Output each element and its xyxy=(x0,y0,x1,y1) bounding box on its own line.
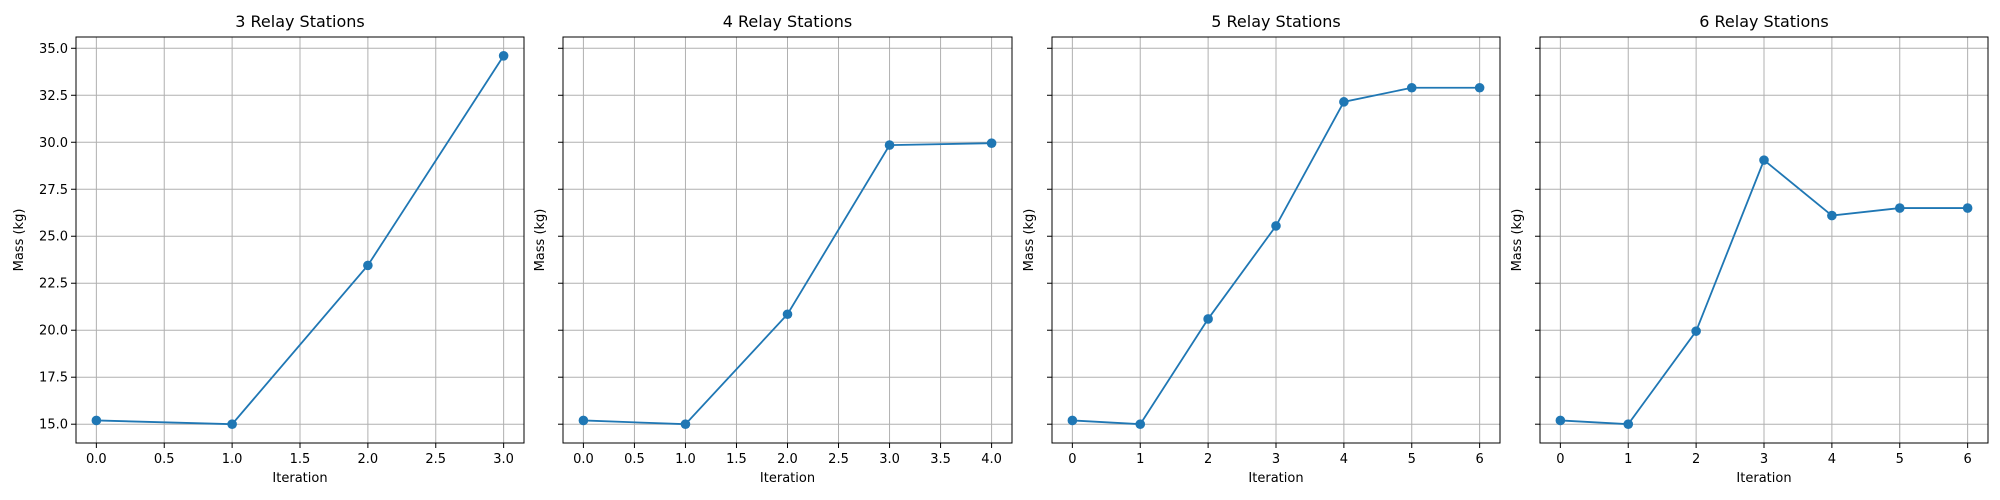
axes-frame xyxy=(75,36,525,444)
y-tick-label: 27.5 xyxy=(39,183,68,198)
x-tick-label: 1.0 xyxy=(222,452,243,467)
y-tick-label: 35.0 xyxy=(39,42,68,57)
chart-panel-1: 0.0 0.5 1.0 1.5 2.0 2.5 3.0 15.0 17.5 20.0 22.5 25.… xyxy=(12,12,525,486)
x-tick-label: 2.5 xyxy=(425,452,446,467)
x-tick-label: 2 xyxy=(1692,452,1700,467)
x-tick-label: 5 xyxy=(1896,452,1904,467)
data-point xyxy=(1691,326,1701,336)
data-point xyxy=(1759,155,1769,165)
chart-title: 6 Relay Stations xyxy=(1699,12,1829,31)
y-tick-label: 17.5 xyxy=(39,371,68,386)
data-point xyxy=(1067,415,1078,426)
chart-panel-3: 0 1 2 3 4 5 6 5 Relay Stations Iteration Mass (kg… xyxy=(1022,12,1501,486)
data-point xyxy=(986,138,997,148)
y-tick-label: 22.5 xyxy=(39,277,68,292)
data-point xyxy=(1339,97,1349,107)
chart-title: 3 Relay Stations xyxy=(235,12,365,31)
axes-frame xyxy=(1539,36,1989,444)
data-point xyxy=(1962,203,1973,213)
x-axis-label: Iteration xyxy=(760,471,815,486)
x-tick-label: 0.0 xyxy=(86,452,107,467)
x-tick-label: 5 xyxy=(1408,452,1416,467)
data-point xyxy=(578,415,589,426)
x-tick-label: 0.0 xyxy=(573,452,594,467)
data-point xyxy=(1555,415,1566,426)
x-tick-label: 4.0 xyxy=(981,452,1002,467)
chart-title: 4 Relay Stations xyxy=(723,12,853,31)
x-tick-label: 1.5 xyxy=(726,452,747,467)
x-tick-label: 1 xyxy=(1136,452,1144,467)
x-tick-label: 3.0 xyxy=(493,452,514,467)
x-tick-label: 3.0 xyxy=(879,452,900,467)
y-axis-label: Mass (kg) xyxy=(1022,209,1037,272)
x-tick-label: 0 xyxy=(1556,452,1564,467)
chart-panel-2: 0.0 0.5 1.0 1.5 2.0 2.5 3.0 3.5 4.0 4 Relay Stati… xyxy=(533,12,1013,486)
data-point xyxy=(1894,203,1905,213)
x-tick-label: 0 xyxy=(1068,452,1076,467)
data-point xyxy=(782,309,793,320)
data-point xyxy=(1827,210,1837,221)
axes-frame xyxy=(562,36,1013,444)
y-axis-label: Mass (kg) xyxy=(1510,209,1525,272)
x-tick-label: 2.5 xyxy=(828,452,849,467)
chart-title: 5 Relay Stations xyxy=(1211,12,1341,31)
data-point xyxy=(91,415,102,426)
data-point xyxy=(1135,419,1146,430)
x-tick-label: 1.5 xyxy=(290,452,311,467)
y-tick-label: 32.5 xyxy=(39,89,68,104)
y-tick-label: 20.0 xyxy=(39,324,68,339)
x-tick-label: 3.5 xyxy=(930,452,951,467)
x-tick-label: 3 xyxy=(1272,452,1280,467)
y-tick-label: 15.0 xyxy=(39,418,68,433)
x-tick-label: 6 xyxy=(1475,452,1483,467)
x-tick-label: 4 xyxy=(1828,452,1836,467)
x-tick-label: 4 xyxy=(1340,452,1348,467)
x-tick-label: 1.0 xyxy=(675,452,696,467)
data-point xyxy=(227,419,237,430)
x-tick-label: 0.5 xyxy=(624,452,645,467)
data-point xyxy=(1271,221,1281,231)
x-tick-label: 2 xyxy=(1204,452,1212,467)
data-point xyxy=(1623,419,1634,430)
x-axis-label: Iteration xyxy=(272,471,327,486)
x-tick-label: 6 xyxy=(1963,452,1971,467)
x-axis-label: Iteration xyxy=(1248,471,1303,486)
data-point xyxy=(884,140,895,150)
y-tick-label: 30.0 xyxy=(39,136,68,151)
series-line xyxy=(96,55,505,426)
x-tick-label: 2.0 xyxy=(777,452,798,467)
data-point xyxy=(1203,314,1213,324)
data-point xyxy=(363,260,373,271)
x-axis-label: Iteration xyxy=(1736,471,1791,486)
axes-frame xyxy=(1051,36,1501,444)
x-tick-label: 2.0 xyxy=(358,452,379,467)
x-tick-label: 1 xyxy=(1624,452,1632,467)
x-tick-label: 3 xyxy=(1760,452,1768,467)
y-axis-label: Mass (kg) xyxy=(533,209,548,272)
y-tick-label: 25.0 xyxy=(39,230,68,245)
x-tick-label: 0.5 xyxy=(154,452,175,467)
chart-panel-4: 0 1 2 3 4 5 6 6 Relay Stations Iteration Mass (kg… xyxy=(1510,12,1989,486)
data-point xyxy=(498,50,509,61)
data-point xyxy=(680,419,691,430)
y-axis-label: Mass (kg) xyxy=(12,209,27,272)
data-point xyxy=(1474,82,1485,93)
data-point xyxy=(1406,82,1417,93)
